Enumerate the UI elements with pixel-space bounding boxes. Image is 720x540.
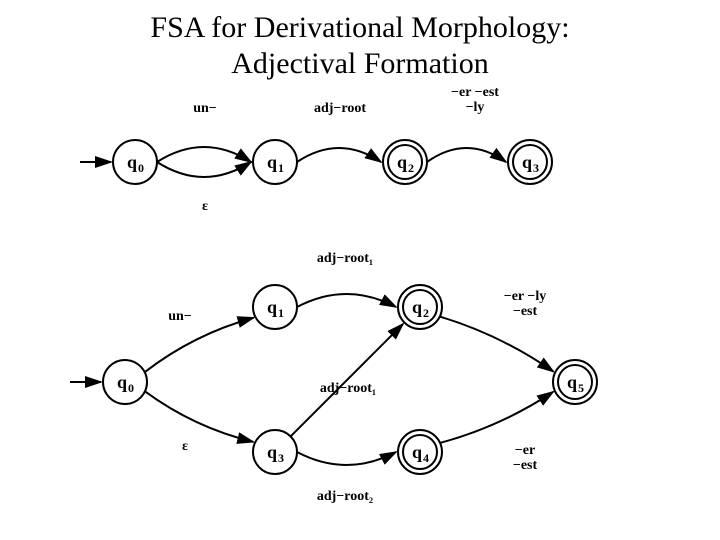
edge-q2-q3 [427, 148, 506, 162]
edge-label: −er −est [451, 85, 499, 100]
state-label-q2: q [397, 152, 407, 172]
edge-label: −ly [466, 100, 485, 115]
edge-label: ε [202, 199, 208, 214]
state-label-q0: q [117, 372, 127, 392]
state-label-q0: q [127, 152, 137, 172]
state-label-q5: q [567, 372, 577, 392]
state-label-q3: q [267, 442, 277, 462]
edge-q0-q1 [145, 318, 254, 372]
page-title: FSA for Derivational Morphology: Adjecti… [0, 0, 720, 82]
edge-q3-q4 [297, 452, 396, 465]
edge-label: adj−root₁ [317, 251, 373, 266]
state-sub-q0: 0 [138, 161, 144, 175]
state-sub-q3: 3 [533, 161, 539, 175]
state-label-q1: q [267, 152, 277, 172]
edge-label: ε [182, 439, 188, 454]
state-sub-q1: 1 [278, 161, 284, 175]
state-label-q3: q [522, 152, 532, 172]
edge-q0-q1 [157, 162, 251, 177]
edge-q2-q5 [440, 317, 554, 372]
edge-label: un− [193, 101, 217, 116]
edge-q1-q2 [297, 294, 396, 307]
fsa-diagram: un−εadj−root−er −est−lyq0q1q2q3un−adj−ro… [0, 82, 720, 512]
state-sub-q1: 1 [278, 306, 284, 320]
edge-label: un− [168, 309, 192, 324]
edge-label: −er −ly [504, 289, 547, 304]
edge-label: −er [515, 443, 535, 458]
state-label-q4: q [412, 442, 422, 462]
state-sub-q0: 0 [128, 381, 134, 395]
edge-label: −est [513, 304, 538, 319]
edge-label: adj−root₁ [320, 381, 376, 396]
state-sub-q4: 4 [423, 451, 429, 465]
state-sub-q2: 2 [423, 306, 429, 320]
title-line1: FSA for Derivational Morphology: [0, 10, 720, 46]
edge-label: −est [513, 458, 538, 473]
edge-q0-q3 [145, 391, 253, 442]
state-sub-q5: 5 [578, 381, 584, 395]
edge-q4-q5 [440, 392, 553, 443]
edge-q1-q2 [297, 148, 381, 162]
state-label-q1: q [267, 297, 277, 317]
edge-label: adj−root₂ [317, 489, 373, 504]
state-label-q2: q [412, 297, 422, 317]
state-sub-q2: 2 [408, 161, 414, 175]
edge-q0-q1 [157, 147, 251, 162]
edge-label: adj−root [314, 101, 366, 116]
state-sub-q3: 3 [278, 451, 284, 465]
title-line2: Adjectival Formation [0, 46, 720, 82]
